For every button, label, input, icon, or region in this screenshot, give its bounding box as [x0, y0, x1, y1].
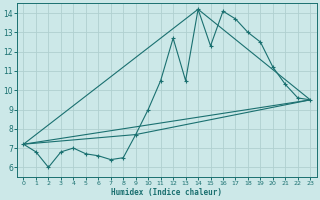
X-axis label: Humidex (Indice chaleur): Humidex (Indice chaleur)	[111, 188, 222, 197]
